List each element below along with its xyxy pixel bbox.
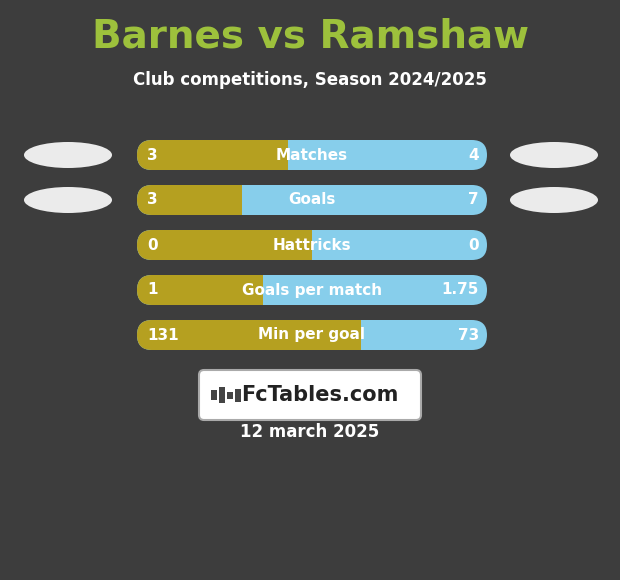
- Ellipse shape: [510, 142, 598, 168]
- Text: 131: 131: [147, 328, 179, 343]
- FancyBboxPatch shape: [137, 230, 487, 260]
- Text: Min per goal: Min per goal: [259, 328, 366, 343]
- FancyBboxPatch shape: [137, 140, 487, 170]
- Text: Matches: Matches: [276, 147, 348, 162]
- Text: 3: 3: [147, 147, 157, 162]
- Text: FcTables.com: FcTables.com: [241, 385, 399, 405]
- Bar: [227, 185, 242, 215]
- Text: Goals: Goals: [288, 193, 335, 208]
- Text: 1: 1: [147, 282, 157, 298]
- Text: Barnes vs Ramshaw: Barnes vs Ramshaw: [92, 18, 528, 56]
- Ellipse shape: [24, 142, 112, 168]
- FancyBboxPatch shape: [137, 275, 263, 305]
- Ellipse shape: [510, 187, 598, 213]
- Bar: [297, 230, 312, 260]
- FancyBboxPatch shape: [137, 230, 312, 260]
- Text: 12 march 2025: 12 march 2025: [241, 423, 379, 441]
- Text: 0: 0: [147, 237, 157, 252]
- Bar: [211, 390, 217, 400]
- FancyBboxPatch shape: [137, 185, 242, 215]
- Ellipse shape: [24, 187, 112, 213]
- FancyBboxPatch shape: [137, 185, 487, 215]
- Text: 73: 73: [458, 328, 479, 343]
- Bar: [248, 275, 263, 305]
- FancyBboxPatch shape: [137, 320, 487, 350]
- Bar: [219, 387, 225, 403]
- Bar: [346, 320, 361, 350]
- Text: 1.75: 1.75: [441, 282, 479, 298]
- FancyBboxPatch shape: [137, 320, 361, 350]
- Text: Goals per match: Goals per match: [242, 282, 382, 298]
- Text: 0: 0: [468, 237, 479, 252]
- Text: 7: 7: [468, 193, 479, 208]
- Text: 4: 4: [468, 147, 479, 162]
- FancyBboxPatch shape: [137, 140, 288, 170]
- FancyBboxPatch shape: [199, 370, 421, 420]
- Bar: [235, 389, 241, 401]
- Bar: [273, 140, 288, 170]
- Text: 3: 3: [147, 193, 157, 208]
- FancyBboxPatch shape: [137, 275, 487, 305]
- Text: Club competitions, Season 2024/2025: Club competitions, Season 2024/2025: [133, 71, 487, 89]
- Bar: [227, 392, 233, 398]
- Text: Hattricks: Hattricks: [273, 237, 352, 252]
